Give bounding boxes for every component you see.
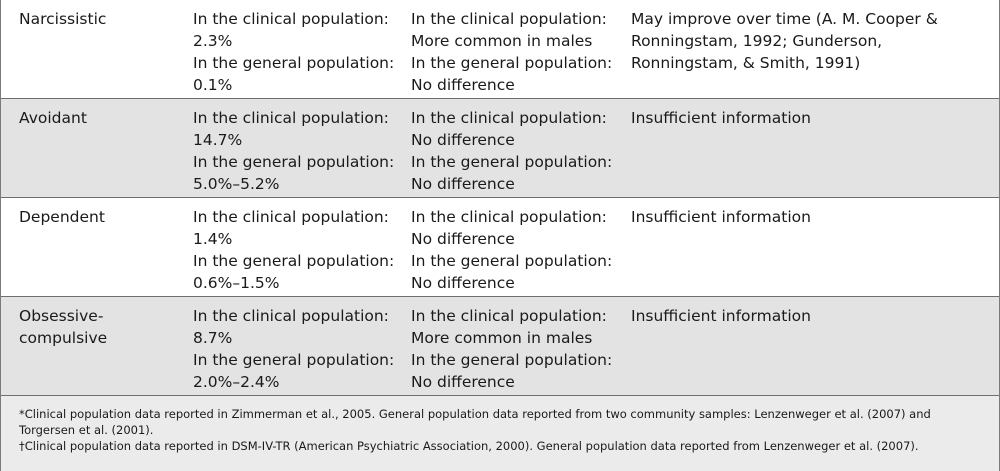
gender-cell: In the clinical population: No differenc… — [411, 206, 612, 294]
cell-line: Ronningstam, 1992; Gunderson, — [631, 32, 883, 50]
cell-line: Dependent — [19, 208, 105, 226]
cell-line: In the clinical population: — [411, 109, 607, 127]
course-cell: Insufficient information — [631, 206, 811, 228]
cell-line: In the general population: — [193, 54, 395, 72]
cell-line: Insufficient information — [631, 208, 811, 226]
course-cell: Insufficient information — [631, 107, 811, 129]
disorder-cell: Obsessive- compulsive — [19, 305, 107, 349]
cell-line: In the clinical population: — [193, 307, 389, 325]
cell-line: 5.0%–5.2% — [193, 175, 280, 193]
prevalence-cell: In the clinical population: 2.3% In the … — [193, 8, 394, 96]
cell-line: 1.4% — [193, 230, 233, 248]
gender-cell: In the clinical population: No differenc… — [411, 107, 612, 195]
cell-line: In the clinical population: — [411, 307, 607, 325]
gender-cell: In the clinical population: More common … — [411, 305, 612, 393]
cell-line: More common in males — [411, 329, 593, 347]
table-row-avoidant: Avoidant In the clinical population: 14.… — [0, 99, 1000, 198]
personality-disorders-table: Narcissistic In the clinical population:… — [0, 0, 1000, 396]
cell-line: In the clinical population: — [193, 109, 389, 127]
cell-line: compulsive — [19, 329, 108, 347]
table-row-obsessive-compulsive: Obsessive- compulsive In the clinical po… — [0, 297, 1000, 396]
cell-line: In the general population: — [193, 252, 395, 270]
prevalence-cell: In the clinical population: 14.7% In the… — [193, 107, 394, 195]
footnote-line: Torgersen et al. (2001). — [19, 423, 154, 437]
cell-line: Obsessive- — [19, 307, 104, 325]
gender-cell: In the clinical population: More common … — [411, 8, 612, 96]
cell-line: Narcissistic — [19, 10, 107, 28]
cell-line: 2.0%–2.4% — [193, 373, 280, 391]
prevalence-cell: In the clinical population: 8.7% In the … — [193, 305, 394, 393]
cell-line: In the general population: — [193, 351, 395, 369]
cell-line: No difference — [411, 373, 515, 391]
cell-line: May improve over time (A. M. Cooper & — [631, 10, 938, 28]
disorder-cell: Narcissistic — [19, 8, 106, 30]
cell-line: 14.7% — [193, 131, 243, 149]
cell-line: In the clinical population: — [411, 208, 607, 226]
cell-line: In the clinical population: — [411, 10, 607, 28]
cell-line: No difference — [411, 274, 515, 292]
footnote-line: †Clinical population data reported in DS… — [19, 439, 919, 453]
cell-line: In the general population: — [193, 153, 395, 171]
cell-line: Ronningstam, & Smith, 1991) — [631, 54, 861, 72]
cell-line: No difference — [411, 230, 515, 248]
cell-line: No difference — [411, 175, 515, 193]
cell-line: Avoidant — [19, 109, 87, 127]
disorder-cell: Avoidant — [19, 107, 87, 129]
cell-line: In the general population: — [411, 351, 613, 369]
course-cell: Insufficient information — [631, 305, 811, 327]
cell-line: 0.1% — [193, 76, 233, 94]
cell-line: In the general population: — [411, 54, 613, 72]
disorder-cell: Dependent — [19, 206, 105, 228]
cell-line: 8.7% — [193, 329, 233, 347]
footnote-line: *Clinical population data reported in Zi… — [19, 407, 931, 421]
table-footnotes: *Clinical population data reported in Zi… — [0, 396, 1000, 471]
cell-line: 2.3% — [193, 32, 233, 50]
cell-line: No difference — [411, 76, 515, 94]
prevalence-cell: In the clinical population: 1.4% In the … — [193, 206, 394, 294]
table-row-dependent: Dependent In the clinical population: 1.… — [0, 198, 1000, 297]
course-cell: May improve over time (A. M. Cooper & Ro… — [631, 8, 938, 74]
cell-line: In the general population: — [411, 252, 613, 270]
cell-line: No difference — [411, 131, 515, 149]
cell-line: 0.6%–1.5% — [193, 274, 280, 292]
cell-line: In the general population: — [411, 153, 613, 171]
cell-line: In the clinical population: — [193, 208, 389, 226]
cell-line: More common in males — [411, 32, 593, 50]
cell-line: In the clinical population: — [193, 10, 389, 28]
table-row-narcissistic: Narcissistic In the clinical population:… — [0, 0, 1000, 99]
cell-line: Insufficient information — [631, 109, 811, 127]
table-left-border — [0, 0, 1, 471]
cell-line: Insufficient information — [631, 307, 811, 325]
